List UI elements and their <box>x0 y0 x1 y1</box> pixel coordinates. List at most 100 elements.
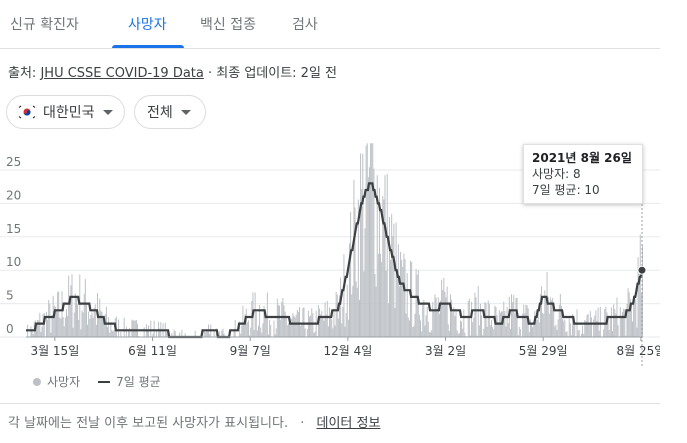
y-tick-label: 0 <box>6 322 14 336</box>
daily-death-bar <box>555 324 557 337</box>
daily-death-bar <box>320 314 322 337</box>
seven-day-average-line <box>26 182 644 339</box>
daily-death-bar <box>506 307 508 337</box>
daily-death-bar <box>375 286 377 337</box>
daily-death-bar <box>171 333 173 337</box>
daily-death-bar <box>428 331 430 337</box>
daily-death-bar <box>459 320 461 337</box>
daily-death-bar <box>398 286 400 337</box>
daily-death-bar <box>54 306 56 337</box>
daily-death-bar <box>518 326 520 337</box>
daily-death-bar <box>360 153 362 337</box>
daily-death-bar <box>418 314 420 337</box>
daily-death-bar <box>242 305 244 337</box>
daily-death-bar <box>390 259 392 337</box>
daily-death-bar <box>431 330 433 337</box>
daily-death-bar <box>627 288 629 337</box>
daily-death-bar <box>338 295 340 337</box>
y-tick-label: 25 <box>6 155 21 169</box>
daily-death-bar <box>607 318 609 337</box>
daily-death-bar <box>75 297 77 337</box>
daily-death-bar <box>493 329 495 337</box>
daily-death-bar <box>396 271 398 337</box>
data-info-link[interactable]: 데이터 정보 <box>316 416 381 431</box>
daily-death-bar <box>95 324 97 337</box>
legend-line-swatch <box>98 380 111 383</box>
daily-death-bar <box>48 300 50 337</box>
tab-deaths[interactable]: 사망자 <box>128 17 167 33</box>
chart-tooltip: 2021년 8월 26일 사망자: 8 7일 평균: 10 <box>523 144 643 204</box>
daily-death-bar <box>109 332 111 337</box>
footer: 각 날짜에는 전날 이후 보고된 사망자가 표시됩니다. · 데이터 정보 <box>8 412 380 431</box>
chart-legend: 사망자 7일 평균 <box>33 373 161 390</box>
daily-death-bar <box>458 333 460 337</box>
daily-death-bar <box>118 319 120 337</box>
daily-death-bar <box>584 319 586 337</box>
daily-death-bar <box>72 327 74 337</box>
daily-death-bar <box>155 331 157 337</box>
daily-death-bar <box>531 323 533 337</box>
daily-death-bar <box>256 330 258 337</box>
daily-death-bar <box>284 311 286 337</box>
daily-death-bar <box>484 302 486 337</box>
daily-death-bar <box>615 313 617 337</box>
daily-death-bar <box>420 320 422 337</box>
daily-death-bar <box>103 319 105 337</box>
daily-death-bar <box>598 330 600 337</box>
y-tick-label: 15 <box>6 222 21 236</box>
daily-death-bar <box>536 320 538 337</box>
daily-death-bar <box>283 305 285 337</box>
daily-death-bar <box>638 269 640 337</box>
daily-death-bar <box>397 244 399 337</box>
daily-death-bar <box>594 315 596 337</box>
tab-vaccinations[interactable]: 백신 접종 <box>200 17 256 33</box>
tab-new-cases[interactable]: 신규 확진자 <box>10 17 79 33</box>
daily-death-bar <box>314 331 316 337</box>
daily-death-bar <box>533 322 535 337</box>
daily-death-bar <box>78 319 80 337</box>
daily-death-bar <box>547 297 549 337</box>
daily-death-bar <box>316 335 318 337</box>
daily-death-bar <box>277 305 279 337</box>
daily-death-bar <box>443 277 445 337</box>
daily-death-bar <box>623 308 625 337</box>
daily-death-bar <box>487 300 489 337</box>
daily-death-bar <box>603 329 605 337</box>
daily-death-bar <box>509 328 511 337</box>
daily-death-bar <box>35 325 37 337</box>
daily-death-bar <box>391 214 393 337</box>
daily-death-bar <box>361 188 363 337</box>
range-dropdown[interactable]: 전체 <box>134 95 206 129</box>
daily-death-bar <box>497 322 499 337</box>
tab-tests[interactable]: 검사 <box>292 17 318 33</box>
daily-death-bar <box>233 329 235 337</box>
daily-death-bar <box>636 327 638 337</box>
country-dropdown[interactable]: 대한민국 <box>6 95 125 129</box>
daily-death-bar <box>578 329 580 337</box>
daily-death-bar <box>593 319 595 337</box>
daily-death-bar <box>69 297 71 337</box>
daily-death-bar <box>153 320 155 337</box>
daily-death-bar <box>444 291 446 337</box>
daily-death-bar <box>300 325 302 337</box>
deaths-chart[interactable]: 25 20 15 10 5 0 3월 15일 6월 11일 9월 7일 12월 4일 3월 2일 5월… <box>0 138 660 368</box>
daily-death-bar <box>538 322 540 337</box>
daily-death-bar <box>165 331 167 337</box>
tooltip-date: 2021년 8월 26일 <box>532 151 632 165</box>
daily-death-bar <box>336 294 338 337</box>
daily-death-bar <box>286 325 288 337</box>
daily-death-bar <box>619 306 621 337</box>
daily-death-bar <box>173 329 175 337</box>
daily-death-bar <box>367 177 369 337</box>
source-link[interactable]: JHU CSSE COVID-19 Data <box>40 66 204 81</box>
x-tick-label: 9월 7일 <box>230 344 271 358</box>
daily-death-bar <box>489 325 491 337</box>
daily-death-bar <box>113 329 115 337</box>
daily-death-bar <box>580 333 582 337</box>
daily-death-bar <box>70 285 72 337</box>
daily-death-bar <box>448 330 450 337</box>
daily-death-bar <box>304 328 306 337</box>
daily-death-bar <box>65 308 67 337</box>
daily-death-bar <box>449 294 451 337</box>
daily-death-bar <box>321 310 323 337</box>
